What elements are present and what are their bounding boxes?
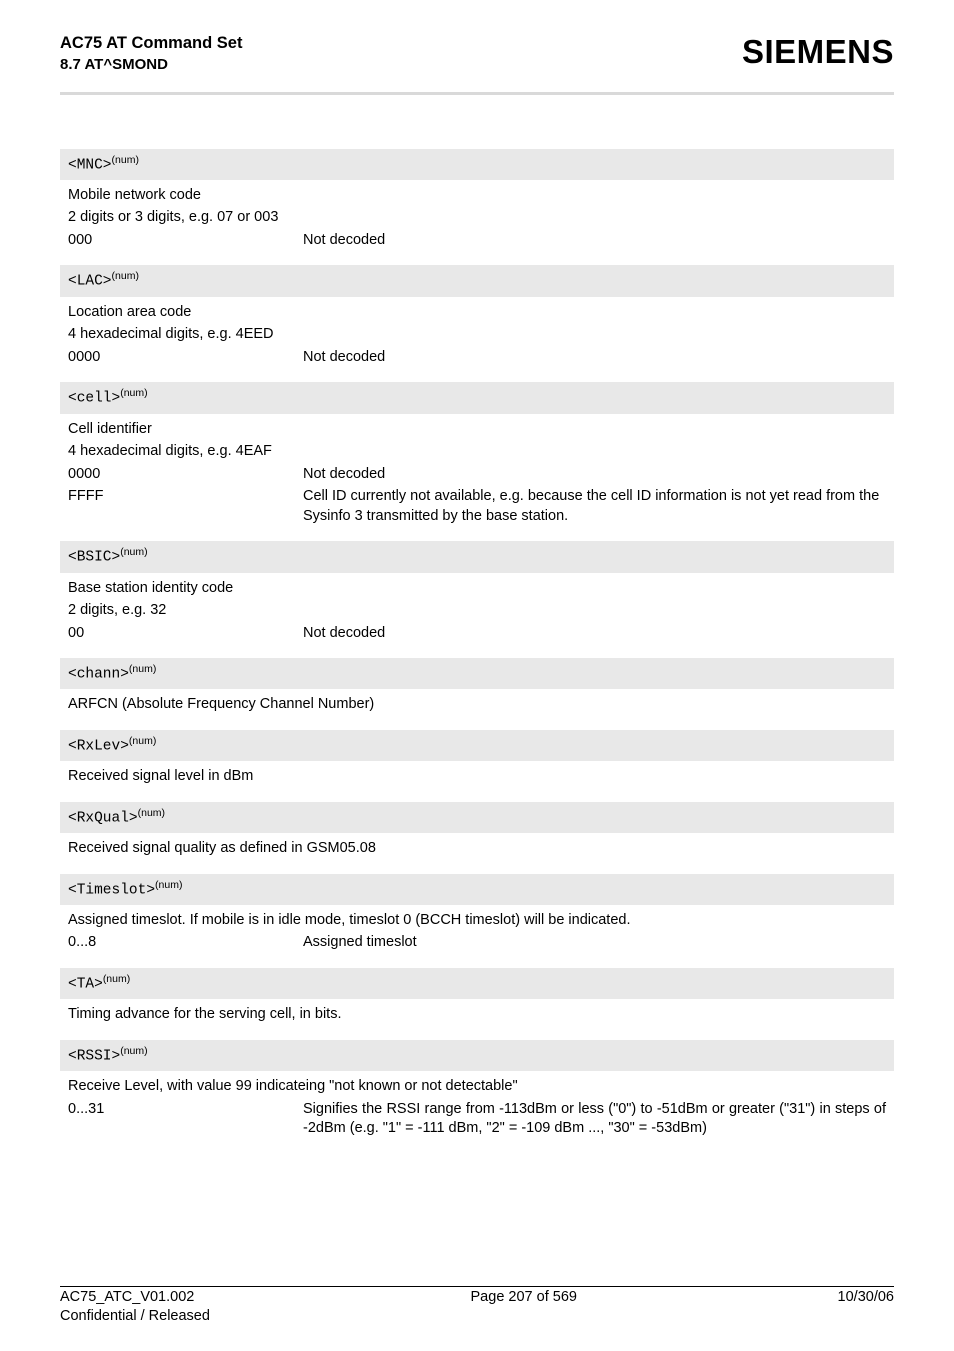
param-body: Mobile network code2 digits or 3 digits,… [60, 180, 894, 256]
param-value-key: 0000 [68, 348, 303, 368]
param-desc-line: Assigned timeslot. If mobile is in idle … [68, 911, 886, 931]
doc-title: AC75 AT Command Set [60, 32, 242, 54]
param-block: <MNC>(num)Mobile network code2 digits or… [60, 149, 894, 256]
param-value-key: 0000 [68, 465, 303, 485]
param-type-sup: (num) [103, 973, 130, 985]
page-footer: AC75_ATC_V01.002 Confidential / Released… [60, 1288, 894, 1327]
param-value-row: 0...31Signifies the RSSI range from -113… [68, 1100, 886, 1139]
param-value-key: 0...8 [68, 933, 303, 953]
param-value-row: FFFFCell ID currently not available, e.g… [68, 487, 886, 526]
param-type-sup: (num) [129, 663, 156, 675]
param-tag: <BSIC> [68, 550, 120, 566]
content-area: <MNC>(num)Mobile network code2 digits or… [60, 95, 894, 1144]
page: AC75 AT Command Set 8.7 AT^SMOND SIEMENS… [0, 0, 954, 1144]
brand-logo: SIEMENS [742, 30, 894, 75]
param-block: <LAC>(num)Location area code4 hexadecima… [60, 265, 894, 372]
footer-date: 10/30/06 [838, 1288, 894, 1327]
param-header: <MNC>(num) [60, 149, 894, 180]
footer-confidentiality: Confidential / Released [60, 1307, 210, 1327]
param-desc-line: 4 hexadecimal digits, e.g. 4EAF [68, 442, 886, 462]
param-block: <RSSI>(num) Receive Level, with value 99 … [60, 1040, 894, 1144]
param-tag: <RxQual> [68, 810, 138, 826]
param-block: <cell>(num)Cell identifier4 hexadecimal … [60, 382, 894, 531]
param-value-desc: Not decoded [303, 624, 886, 644]
param-desc-line: Timing advance for the serving cell, in … [68, 1005, 886, 1025]
param-value-key: 000 [68, 231, 303, 251]
param-tag: <chann> [68, 667, 129, 683]
footer-docid: AC75_ATC_V01.002 [60, 1288, 210, 1308]
param-header: <Timeslot>(num) [60, 874, 894, 905]
param-body: Base station identity code2 digits, e.g.… [60, 573, 894, 649]
footer-rule [60, 1286, 894, 1287]
param-block: <Timeslot>(num) Assigned timeslot. If mob… [60, 874, 894, 958]
param-value-desc: Not decoded [303, 465, 886, 485]
param-value-desc: Not decoded [303, 348, 886, 368]
page-header: AC75 AT Command Set 8.7 AT^SMOND SIEMENS [60, 32, 894, 86]
header-left: AC75 AT Command Set 8.7 AT^SMOND [60, 32, 242, 76]
param-header: <RxLev>(num) [60, 730, 894, 761]
param-desc-line: 2 digits or 3 digits, e.g. 07 or 003 [68, 208, 886, 228]
param-desc-line: Mobile network code [68, 186, 886, 206]
param-tag: <cell> [68, 391, 120, 407]
param-tag: <TA> [68, 977, 103, 993]
param-desc-line: Receive Level, with value 99 indicateing… [68, 1077, 886, 1097]
param-body: ARFCN (Absolute Frequency Channel Number… [60, 689, 894, 720]
param-value-row: 0000Not decoded [68, 465, 886, 485]
param-desc-line: Location area code [68, 303, 886, 323]
param-desc-line: Received signal level in dBm [68, 767, 886, 787]
param-desc-line: ARFCN (Absolute Frequency Channel Number… [68, 695, 886, 715]
param-desc-line: Base station identity code [68, 579, 886, 599]
param-desc-line: Received signal quality as defined in GS… [68, 839, 886, 859]
param-body: Cell identifier4 hexadecimal digits, e.g… [60, 414, 894, 532]
param-body: Received signal level in dBm [60, 761, 894, 792]
param-desc-line: 2 digits, e.g. 32 [68, 601, 886, 621]
param-type-sup: (num) [112, 270, 139, 282]
param-value-key: FFFF [68, 487, 303, 507]
param-header: <LAC>(num) [60, 265, 894, 296]
param-body: Timing advance for the serving cell, in … [60, 999, 894, 1030]
footer-page: Page 207 of 569 [471, 1288, 577, 1327]
param-type-sup: (num) [120, 1045, 147, 1057]
param-type-sup: (num) [129, 735, 156, 747]
param-value-row: 00Not decoded [68, 624, 886, 644]
param-header: <chann>(num) [60, 658, 894, 689]
param-header: <RxQual>(num) [60, 802, 894, 833]
param-body: Location area code4 hexadecimal digits, … [60, 297, 894, 373]
param-value-row: 0...8Assigned timeslot [68, 933, 886, 953]
param-block: <TA>(num) Timing advance for the serving … [60, 968, 894, 1030]
param-header: <RSSI>(num) [60, 1040, 894, 1071]
param-header: <TA>(num) [60, 968, 894, 999]
param-tag: <Timeslot> [68, 882, 155, 898]
param-value-row: 0000Not decoded [68, 348, 886, 368]
param-value-key: 0...31 [68, 1100, 303, 1120]
param-header: <BSIC>(num) [60, 541, 894, 572]
param-value-desc: Not decoded [303, 231, 886, 251]
param-tag: <LAC> [68, 274, 112, 290]
param-value-desc: Cell ID currently not available, e.g. be… [303, 487, 886, 526]
param-block: <chann>(num) ARFCN (Absolute Frequency Ch… [60, 658, 894, 720]
param-block: <RxQual>(num) Received signal quality as … [60, 802, 894, 864]
param-body: Receive Level, with value 99 indicateing… [60, 1071, 894, 1144]
param-desc-line: 4 hexadecimal digits, e.g. 4EED [68, 325, 886, 345]
param-tag: <RxLev> [68, 739, 129, 755]
param-value-desc: Assigned timeslot [303, 933, 886, 953]
param-value-row: 000Not decoded [68, 231, 886, 251]
param-type-sup: (num) [120, 546, 147, 558]
param-type-sup: (num) [112, 154, 139, 166]
param-header: <cell>(num) [60, 382, 894, 413]
param-type-sup: (num) [155, 879, 182, 891]
param-body: Assigned timeslot. If mobile is in idle … [60, 905, 894, 958]
param-tag: <MNC> [68, 157, 112, 173]
param-desc-line: Cell identifier [68, 420, 886, 440]
footer-left: AC75_ATC_V01.002 Confidential / Released [60, 1288, 210, 1327]
param-block: <BSIC>(num)Base station identity code2 d… [60, 541, 894, 648]
param-type-sup: (num) [120, 387, 147, 399]
doc-section: 8.7 AT^SMOND [60, 55, 242, 75]
param-type-sup: (num) [138, 807, 165, 819]
param-tag: <RSSI> [68, 1048, 120, 1064]
param-block: <RxLev>(num) Received signal level in dBm [60, 730, 894, 792]
param-body: Received signal quality as defined in GS… [60, 833, 894, 864]
param-value-desc: Signifies the RSSI range from -113dBm or… [303, 1100, 886, 1139]
param-value-key: 00 [68, 624, 303, 644]
